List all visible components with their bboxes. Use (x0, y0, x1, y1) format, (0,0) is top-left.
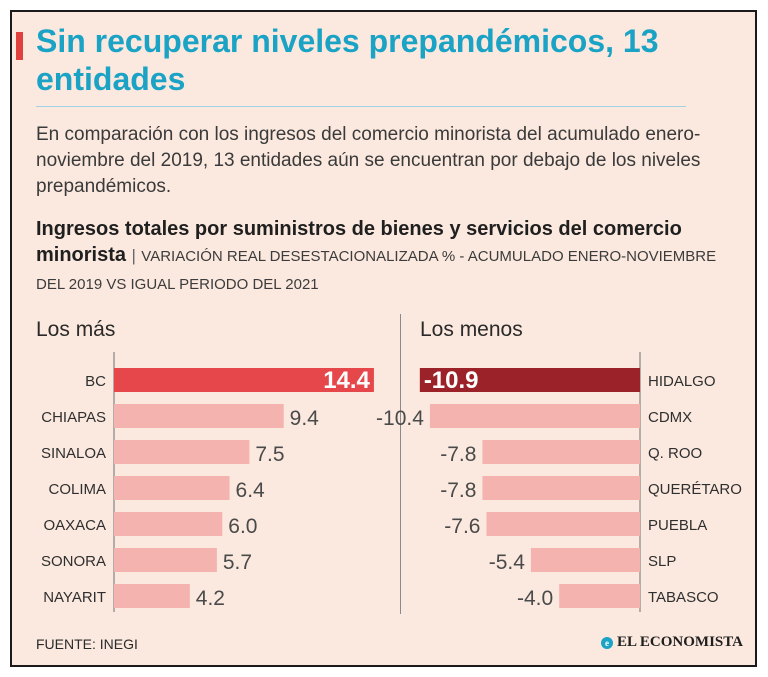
value-label: -7.8 (440, 479, 476, 502)
value-label: -7.6 (444, 515, 480, 538)
category-label: SLP (648, 553, 676, 570)
chart-title-subtitle: VARIACIÓN REAL DESESTACIONALIZADA % - AC… (36, 248, 717, 293)
category-label: BC (85, 373, 106, 390)
bar-oaxaca (114, 512, 223, 536)
panel-label-los-menos: Los menos (420, 318, 523, 341)
chart-title-separator: | (131, 246, 136, 265)
value-label: 6.4 (236, 479, 266, 502)
value-label: 4.2 (196, 587, 225, 610)
lede-paragraph: En comparación con los ingresos del come… (36, 124, 701, 197)
value-label: -7.8 (440, 443, 476, 466)
panel-divider (400, 314, 401, 614)
bar-q-roo (482, 440, 640, 464)
category-label: NAYARIT (43, 589, 106, 606)
source-note: FUENTE: INEGI (36, 636, 138, 652)
brand-name: EL ECONOMISTA (617, 634, 743, 650)
bar-puebla (486, 512, 640, 536)
bar-colima (114, 476, 230, 500)
value-label: 14.4 (323, 367, 370, 394)
value-label: 9.4 (290, 407, 320, 430)
chart-title-main: Ingresos totales por suministros de bien… (36, 218, 682, 266)
value-label: 7.5 (255, 443, 284, 466)
bar-tabasco (559, 584, 640, 608)
bar-sonora (114, 548, 217, 572)
bar-hidalgo (419, 368, 640, 392)
title-accent-mark (16, 32, 23, 60)
value-label: -5.4 (489, 551, 526, 574)
value-label: -10.9 (424, 367, 479, 394)
headline: Sin recuperar niveles prepandémicos, 13 … (36, 23, 659, 97)
bar-slp (530, 548, 640, 572)
bar-cdmx (429, 404, 640, 428)
category-label: CDMX (648, 409, 692, 426)
value-label: 6.0 (228, 515, 257, 538)
bar-chiapas (114, 404, 284, 428)
title-divider (36, 106, 686, 107)
bar-nayarit (114, 584, 190, 608)
category-label: CHIAPAS (41, 409, 106, 426)
bar-bc (114, 368, 374, 392)
category-label: OAXACA (43, 517, 106, 534)
value-label: -10.4 (376, 407, 424, 430)
bar-quer-taro (482, 476, 640, 500)
category-label: SINALOA (41, 445, 106, 462)
infographic-frame: Sin recuperar niveles prepandémicos, 13 … (10, 10, 757, 667)
bar-charts: BC 14.4 CHIAPAS 9.4 SINALOA 7.5 COLIMA 6.4 OAXAC… (41, 352, 742, 612)
bar-sinaloa (114, 440, 250, 464)
category-label: Q. ROO (648, 445, 702, 462)
value-label: -4.0 (517, 587, 553, 610)
brand-logo-icon: e (601, 636, 613, 649)
chart-title: Ingresos totales por suministros de bien… (36, 216, 742, 298)
brand-mark: e EL ECONOMISTA (601, 634, 743, 651)
category-label: SONORA (41, 553, 106, 570)
category-label: COLIMA (48, 481, 106, 498)
category-label: HIDALGO (648, 373, 716, 390)
category-label: TABASCO (648, 589, 719, 606)
panel-label-los-mas: Los más (36, 318, 116, 341)
category-label: PUEBLA (648, 517, 707, 534)
category-label: QUERÉTARO (648, 481, 742, 498)
value-label: 5.7 (223, 551, 252, 574)
